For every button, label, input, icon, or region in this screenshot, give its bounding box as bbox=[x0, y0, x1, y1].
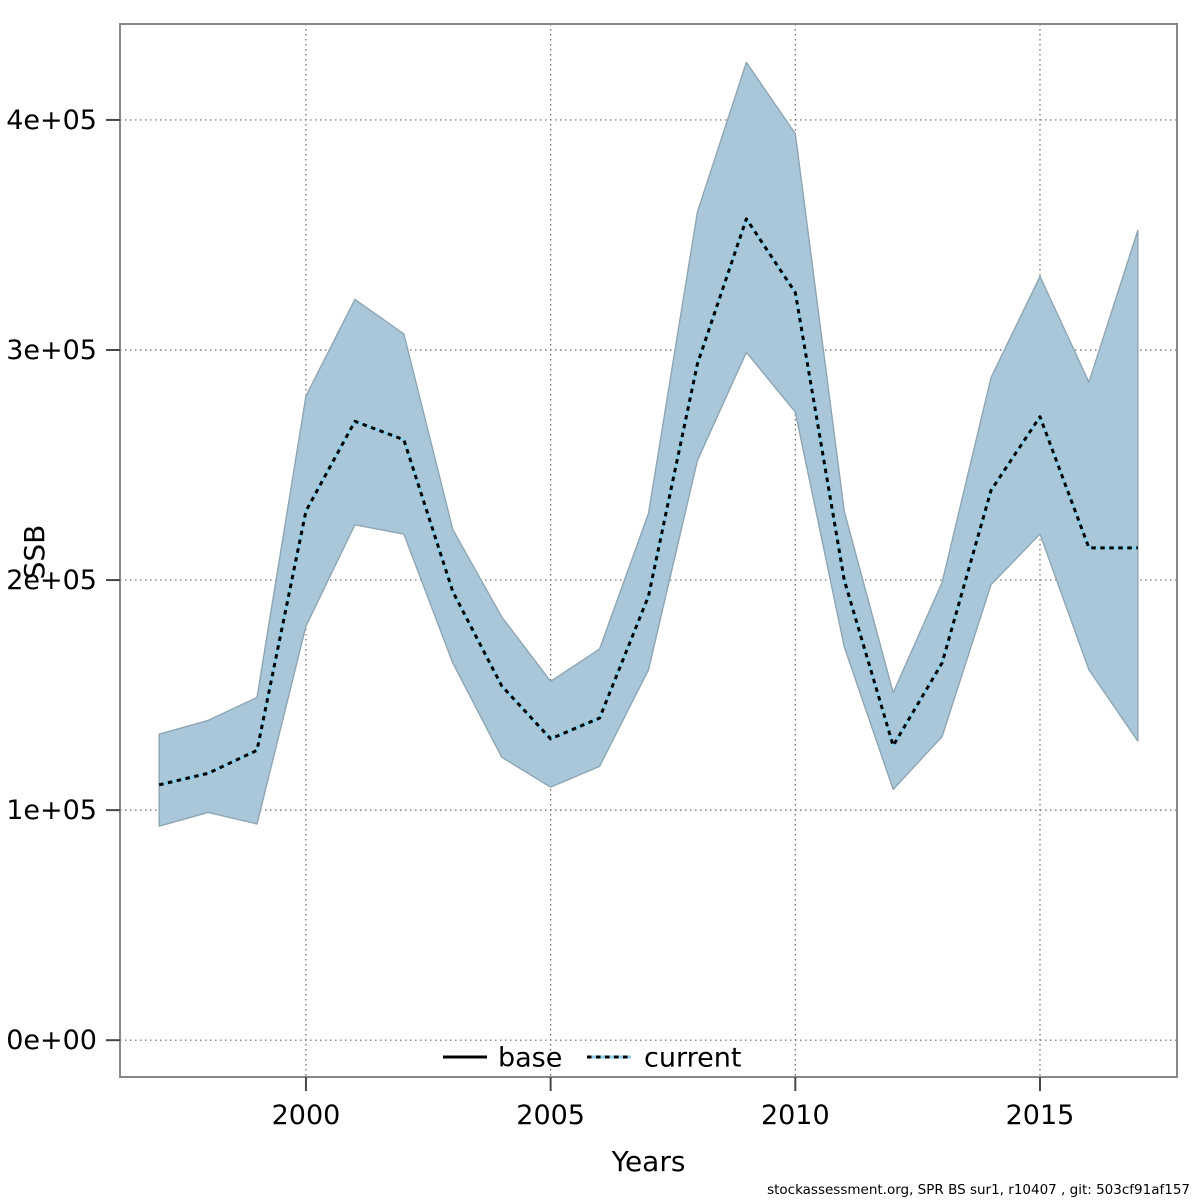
y-tick-label: 0e+00 bbox=[6, 1025, 97, 1056]
x-tick-label: 2010 bbox=[761, 1100, 830, 1131]
x-tick-label: 2015 bbox=[1006, 1100, 1075, 1131]
footer-caption: stockassessment.org, SPR BS sur1, r10407… bbox=[767, 1182, 1190, 1198]
x-axis-title: Years bbox=[611, 1145, 686, 1178]
legend-current-label: current bbox=[644, 1043, 741, 1074]
x-tick-label: 2000 bbox=[272, 1100, 341, 1131]
current-line-underlay bbox=[158, 217, 1138, 787]
y-axis-title: SSB bbox=[18, 525, 51, 580]
plot-border bbox=[119, 23, 1178, 1078]
x-tick-label: 2005 bbox=[516, 1100, 585, 1131]
legend-base-label: base bbox=[498, 1043, 562, 1074]
y-tick-label: 4e+05 bbox=[6, 105, 97, 136]
confidence-band bbox=[158, 61, 1139, 827]
y-tick-label: 2e+05 bbox=[6, 565, 97, 596]
y-tick-label: 1e+05 bbox=[6, 795, 97, 826]
y-tick-label: 3e+05 bbox=[6, 335, 97, 366]
